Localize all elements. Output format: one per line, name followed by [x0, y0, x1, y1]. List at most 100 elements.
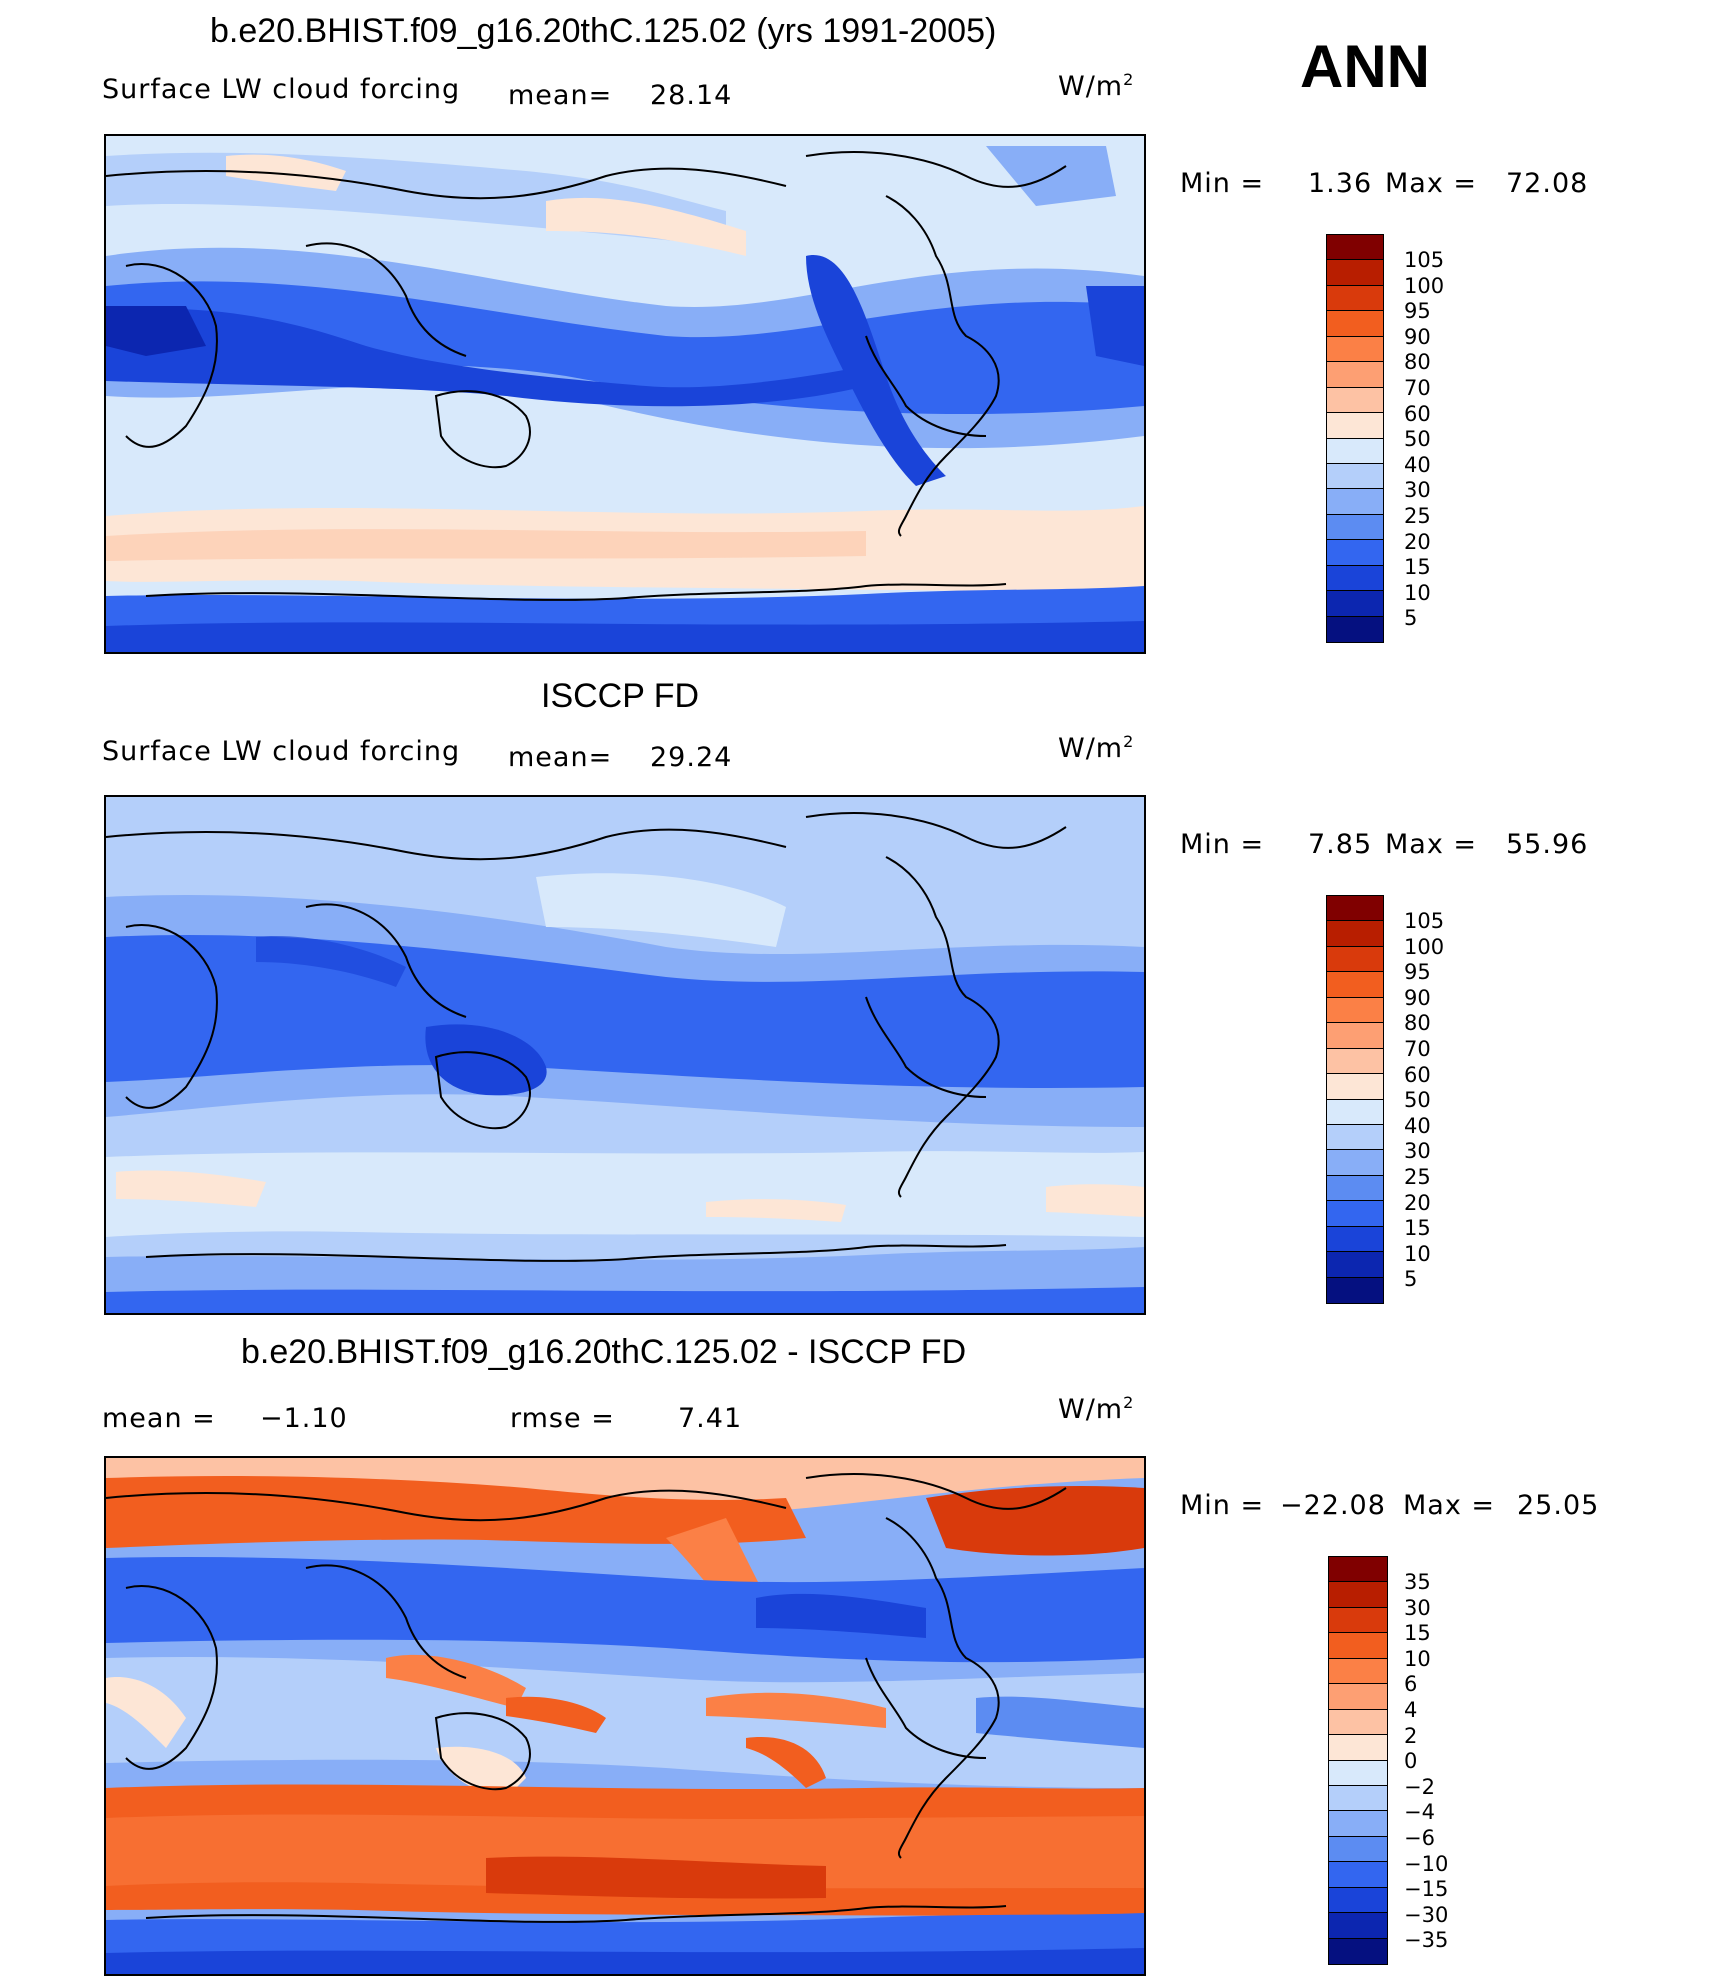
- panel1-subtitle: Surface LW cloud forcing: [102, 74, 461, 105]
- colorbar-swatch: [1329, 1709, 1387, 1736]
- season-label: ANN: [1300, 33, 1430, 100]
- panel2-map-canvas: [106, 797, 1144, 1313]
- colorbar-label: 10: [1404, 580, 1431, 605]
- panel3-rmse-value: 7.41: [678, 1403, 743, 1434]
- colorbar-label: 4: [1404, 1697, 1418, 1722]
- colorbar-label: 35: [1404, 1570, 1431, 1594]
- panel3-rmse-label: rmse =: [510, 1403, 615, 1434]
- colorbar-label: 15: [1404, 1216, 1431, 1241]
- colorbar-swatch: [1327, 921, 1383, 947]
- colorbar-label: 5: [1404, 1267, 1418, 1292]
- colorbar-label: 2: [1404, 1723, 1418, 1748]
- panel2-colorbar: [1326, 895, 1384, 1304]
- colorbar-swatch: [1327, 285, 1383, 312]
- colorbar-label: 80: [1404, 350, 1431, 375]
- colorbar-swatch: [1327, 438, 1383, 464]
- panel3-colorbar: [1328, 1556, 1388, 1965]
- panel3-max-value: 25.05: [1517, 1490, 1600, 1521]
- colorbar-label: 105: [1404, 248, 1445, 272]
- colorbar-label: 30: [1404, 478, 1431, 503]
- colorbar-swatch: [1327, 997, 1383, 1024]
- colorbar-swatch: [1329, 1785, 1387, 1812]
- colorbar-swatch: [1329, 1684, 1387, 1710]
- colorbar-swatch: [1327, 1099, 1383, 1125]
- colorbar-swatch: [1329, 1811, 1387, 1837]
- panel1-colorbar-labels: 105 100 95 90 80 70 60 50 40 30 25 20 15 10 5: [1404, 248, 1444, 632]
- panel2-max-value: 55.96: [1506, 829, 1589, 860]
- colorbar-swatch: [1329, 1735, 1387, 1761]
- panel3-min-label: Min =: [1180, 1490, 1265, 1521]
- colorbar-label: 20: [1404, 529, 1431, 554]
- colorbar-label: 40: [1404, 1113, 1431, 1138]
- panel1-map-canvas: [106, 136, 1144, 652]
- colorbar-label: 25: [1404, 503, 1431, 528]
- colorbar-label: 50: [1404, 1088, 1431, 1113]
- colorbar-swatch: [1329, 1582, 1387, 1608]
- colorbar-label: 105: [1404, 909, 1445, 933]
- panel1-mean-label: mean=: [508, 80, 613, 111]
- panel1-min-value: 1.36: [1308, 168, 1373, 199]
- colorbar-label: −4: [1404, 1800, 1435, 1825]
- panel1-max-value: 72.08: [1506, 168, 1589, 199]
- panel2-min-value: 7.85: [1308, 829, 1373, 860]
- colorbar-swatch: [1327, 946, 1383, 973]
- panel2-subtitle: Surface LW cloud forcing: [102, 736, 461, 767]
- colorbar-label: −10: [1404, 1851, 1449, 1876]
- colorbar-label: 15: [1404, 1621, 1431, 1646]
- panel3-max-label: Max =: [1403, 1490, 1496, 1521]
- colorbar-label: 6: [1404, 1672, 1418, 1697]
- panel1-max-label: Max =: [1385, 168, 1478, 199]
- colorbar-label: 95: [1404, 960, 1431, 985]
- colorbar-swatch: [1327, 514, 1383, 541]
- panel2-map: [104, 795, 1146, 1315]
- colorbar-swatch: [1327, 565, 1383, 592]
- panel2-colorbar-labels: 105 100 95 90 80 70 60 50 40 30 25 20 15 10 5: [1404, 909, 1444, 1293]
- colorbar-label: 30: [1404, 1139, 1431, 1164]
- panel1-mean-value: 28.14: [650, 80, 733, 111]
- panel1-units: W/m2: [1058, 70, 1135, 102]
- colorbar-label: −35: [1404, 1928, 1449, 1953]
- panel2-max-label: Max =: [1385, 829, 1478, 860]
- colorbar-label: 60: [1404, 1062, 1431, 1087]
- panel3-min-value: −22.08: [1280, 1490, 1386, 1521]
- colorbar-swatch: [1327, 1201, 1383, 1227]
- colorbar-swatch: [1327, 1175, 1383, 1202]
- colorbar-label: −30: [1404, 1902, 1449, 1927]
- colorbar-label: 100: [1404, 273, 1445, 298]
- panel3-colorbar-labels: 35 30 15 10 6 4 2 0 −2 −4 −6 −10 −15 −30 −35: [1404, 1570, 1448, 1954]
- colorbar-swatch: [1327, 1150, 1383, 1176]
- colorbar-swatch: [1327, 1252, 1383, 1278]
- colorbar-label: 100: [1404, 934, 1445, 959]
- colorbar-swatch: [1327, 260, 1383, 286]
- panel1-title: b.e20.BHIST.f09_g16.20thC.125.02 (yrs 19…: [210, 12, 997, 50]
- colorbar-label: 30: [1404, 1595, 1431, 1620]
- colorbar-swatch: [1329, 1913, 1387, 1939]
- colorbar-swatch: [1329, 1658, 1387, 1685]
- panel2-mean-label: mean=: [508, 742, 613, 773]
- colorbar-swatch: [1327, 362, 1383, 388]
- colorbar-swatch: [1329, 1607, 1387, 1634]
- colorbar-swatch: [1329, 1760, 1387, 1786]
- colorbar-label: 0: [1404, 1749, 1418, 1774]
- colorbar-label: 15: [1404, 555, 1431, 580]
- colorbar-label: 90: [1404, 324, 1431, 349]
- colorbar-swatch: [1327, 387, 1383, 414]
- colorbar-label: 5: [1404, 606, 1418, 631]
- panel1-min-label: Min =: [1180, 168, 1265, 199]
- panel2-mean-value: 29.24: [650, 742, 733, 773]
- colorbar-swatch: [1329, 1836, 1387, 1863]
- colorbar-label: −2: [1404, 1774, 1435, 1799]
- panel1-colorbar: [1326, 234, 1384, 643]
- colorbar-label: 40: [1404, 452, 1431, 477]
- colorbar-label: 50: [1404, 427, 1431, 452]
- colorbar-swatch: [1327, 336, 1383, 363]
- colorbar-swatch: [1327, 540, 1383, 566]
- colorbar-label: 10: [1404, 1241, 1431, 1266]
- colorbar-label: 25: [1404, 1164, 1431, 1189]
- panel2-title: ISCCP FD: [541, 677, 700, 715]
- panel3-map-canvas: [106, 1458, 1144, 1974]
- colorbar-swatch: [1327, 1226, 1383, 1253]
- colorbar-swatch: [1327, 1023, 1383, 1049]
- colorbar-swatch: [1329, 1938, 1387, 1964]
- colorbar-swatch: [1327, 896, 1383, 922]
